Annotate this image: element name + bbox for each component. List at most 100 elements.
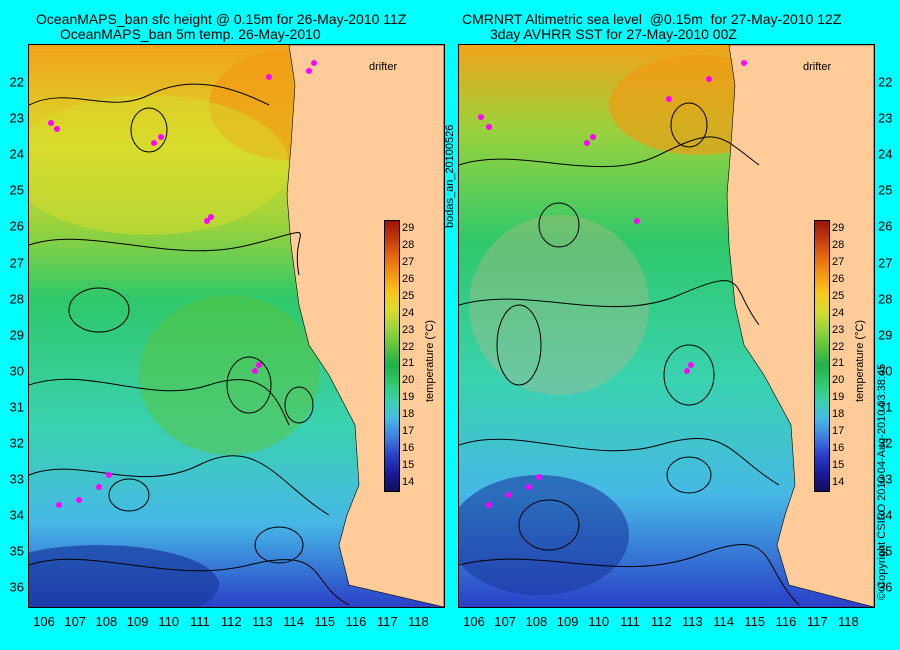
colorbar-tick-label: 21: [402, 357, 415, 370]
y-axis-label: 24: [9, 146, 24, 162]
left-colorbar-title: temperature (°C): [424, 319, 436, 402]
left-vertical-text: bodas_an_20100526: [444, 124, 456, 228]
x-axis-label: 115: [314, 614, 336, 629]
y-axis-label: 27: [9, 255, 24, 270]
x-axis-label: 108: [95, 614, 118, 629]
right-vertical-text: © Copyright CSIRO 2010 04-Aug-2010 03:38…: [876, 363, 888, 600]
y-axis-label: 36: [878, 579, 893, 595]
y-axis-label: 28: [9, 291, 24, 307]
y-axis-label: 32: [9, 435, 24, 451]
colorbar-tick-label: 20: [832, 374, 845, 387]
left-drifter-label: drifter: [369, 61, 398, 73]
colorbar-tick-label: 18: [402, 408, 415, 421]
y-axis-label: 26: [9, 218, 24, 234]
left-x-axis-labels: 106 107 108 109 110 111 112 113 114 115 116 117 118: [28, 614, 443, 634]
land-mass: [726, 45, 874, 607]
x-axis-label: 107: [494, 614, 517, 629]
colorbar-tick-label: 26: [402, 272, 415, 285]
colorbar-tick-label: 17: [832, 425, 845, 438]
left-title-line1: OceanMAPS_ban sfc height @ 0.15m for 26-…: [36, 11, 407, 27]
y-axis-label: 31: [9, 399, 24, 415]
colorbar-tick-label: 15: [402, 459, 415, 472]
y-axis-label: 36: [9, 579, 24, 595]
right-drifter-label: drifter: [803, 61, 832, 73]
x-axis-label: 113: [252, 614, 273, 629]
land-mass: [286, 45, 444, 607]
right-title-line2: 3day AVHRR SST for 27-May-2010 00Z: [490, 26, 737, 42]
x-axis-label: 106: [33, 614, 55, 629]
sea-level-contours: [459, 102, 800, 606]
y-axis-label: 28: [878, 291, 893, 307]
y-axis-label: 30: [9, 363, 24, 379]
colorbar-tick-label: 24: [832, 306, 845, 319]
colorbar-tick-label: 27: [832, 255, 845, 268]
right-colorbar-title: temperature (°C): [854, 319, 866, 402]
colorbar-tick-label: 21: [832, 357, 845, 370]
x-axis-label: 118: [838, 614, 859, 629]
x-axis-label: 118: [408, 614, 429, 629]
sea-level-contours: [29, 83, 350, 606]
x-axis-label: 115: [744, 614, 766, 629]
x-axis-label: 116: [345, 614, 367, 629]
left-y-axis-labels: 22 23 24 25 26 27 28 29 30 31 32 33 34 35 36: [2, 44, 26, 606]
colorbar-tick-label: 27: [402, 255, 415, 268]
x-axis-label: 112: [650, 614, 672, 629]
x-axis-label: 117: [376, 614, 398, 629]
y-axis-label: 30: [878, 363, 893, 379]
y-axis-label: 31: [878, 399, 893, 415]
y-axis-label: 24: [878, 146, 893, 162]
colorbar-tick-label: 29: [832, 222, 845, 234]
x-axis-label: 114: [283, 614, 304, 629]
y-axis-label: 35: [878, 543, 893, 559]
colorbar-tick-label: 22: [402, 340, 415, 353]
x-axis-label: 116: [775, 614, 797, 629]
x-axis-label: 111: [620, 614, 640, 629]
colorbar-tick-label: 23: [832, 323, 845, 336]
colorbar-tick-label: 19: [832, 391, 845, 404]
colorbar-tick-label: 14: [832, 476, 845, 488]
drifter-tracks: [48, 60, 317, 508]
y-axis-label: 23: [878, 110, 893, 126]
y-axis-label: 22: [878, 74, 893, 90]
y-axis-label: 33: [878, 471, 893, 487]
colorbar-tick-label: 18: [832, 408, 845, 421]
x-axis-label: 107: [64, 614, 87, 629]
colorbar-tick-label: 28: [402, 238, 415, 251]
x-axis-label: 114: [713, 614, 734, 629]
right-title-line1: CMRNRT Altimetric sea level @0.15m for 2…: [462, 11, 842, 27]
colorbar-tick-label: 14: [402, 476, 415, 488]
x-axis-label: 110: [588, 614, 610, 629]
x-axis-label: 109: [556, 614, 579, 629]
x-axis-label: 109: [126, 614, 149, 629]
x-axis-label: 110: [158, 614, 180, 629]
colorbar-tick-label: 25: [832, 289, 845, 302]
y-axis-label: 25: [878, 182, 893, 198]
x-axis-label: 111: [190, 614, 210, 629]
y-axis-label: 33: [9, 471, 24, 487]
right-y-axis-labels: 22 23 24 25 26 27 28 29 30 31 32 33 34 35 36: [876, 44, 900, 606]
colorbar-tick-label: 16: [402, 442, 415, 455]
x-axis-label: 112: [220, 614, 242, 629]
x-axis-label: 113: [682, 614, 703, 629]
drifter-tracks: [478, 60, 747, 508]
colorbar-tick-label: 24: [402, 306, 415, 319]
left-colorbar: [384, 220, 400, 492]
y-axis-label: 27: [878, 255, 893, 270]
right-sst-map: [459, 45, 874, 607]
y-axis-label: 29: [878, 327, 893, 343]
y-axis-label: 35: [9, 543, 24, 559]
colorbar-tick-label: 29: [402, 222, 415, 234]
colorbar-tick-label: 28: [832, 238, 845, 251]
colorbar-tick-label: 16: [832, 442, 845, 455]
colorbar-tick-label: 17: [402, 425, 415, 438]
colorbar-tick-label: 15: [832, 459, 845, 472]
colorbar-tick-label: 20: [402, 374, 415, 387]
x-axis-label: 108: [525, 614, 548, 629]
colorbar-tick-label: 26: [832, 272, 845, 285]
y-axis-label: 25: [9, 182, 24, 198]
y-axis-label: 26: [878, 218, 893, 234]
left-title-line2: OceanMAPS_ban 5m temp. 26-May-2010: [60, 26, 321, 42]
y-axis-label: 34: [9, 507, 24, 523]
colorbar-tick-label: 19: [402, 391, 415, 404]
right-x-axis-labels: 106 107 108 109 110 111 112 113 114 115 116 117 118: [458, 614, 873, 634]
